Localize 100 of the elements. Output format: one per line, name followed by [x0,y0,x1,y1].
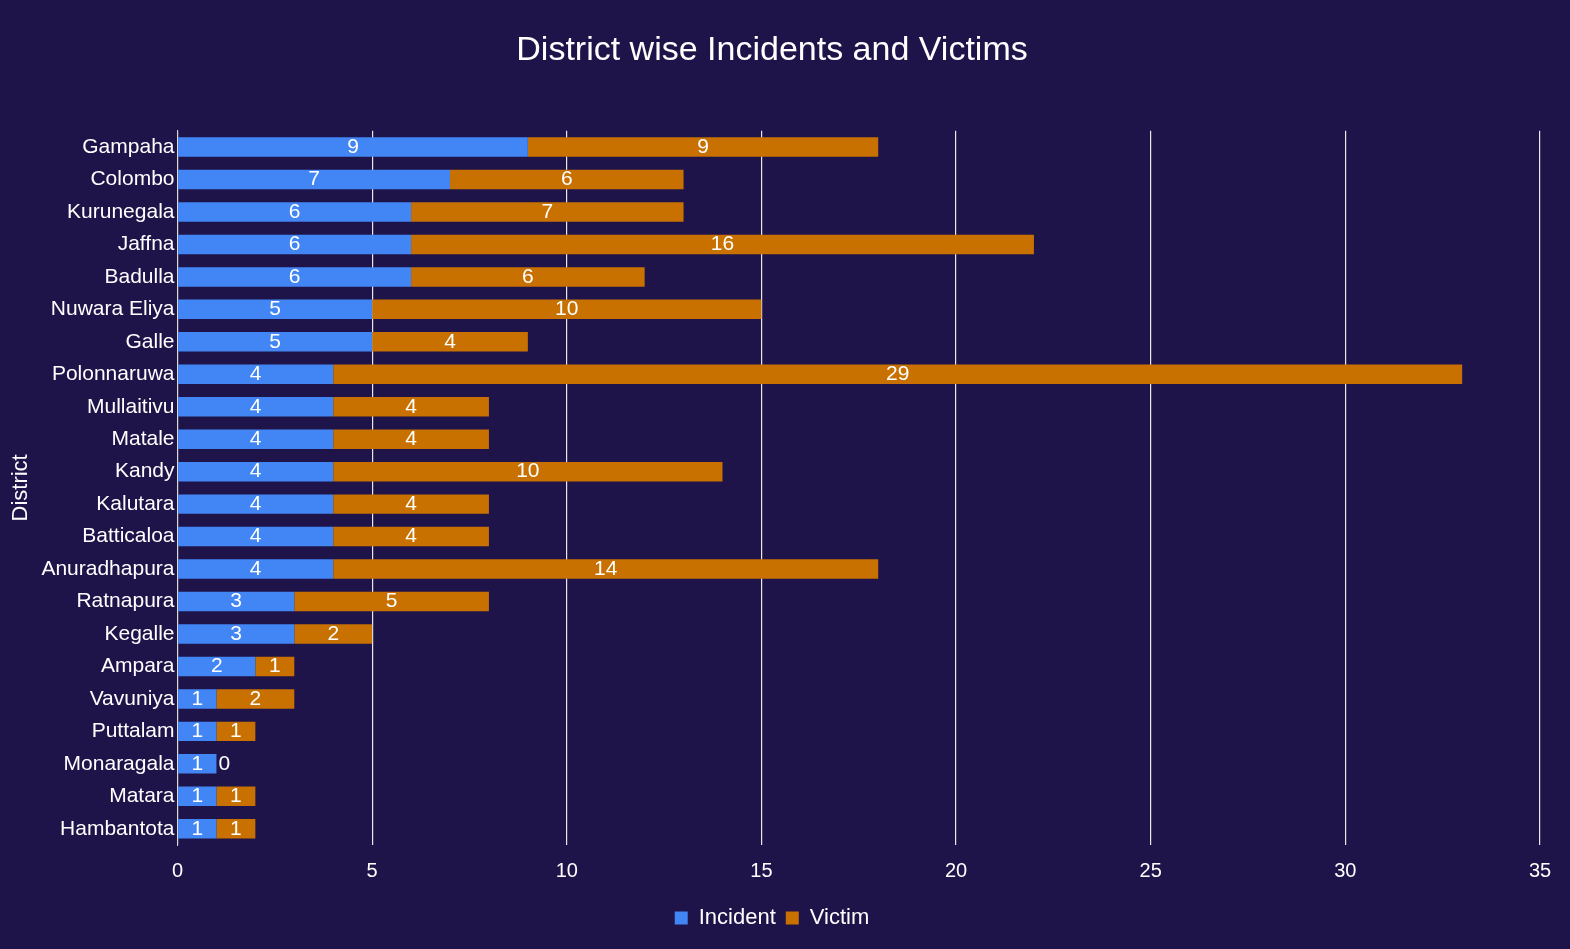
bar [450,169,684,190]
data-label: 10 [555,296,579,320]
bar [178,656,256,677]
y-tick-label: Kegalle [104,620,175,644]
bar [178,397,334,417]
legend-label: Victim [809,904,870,930]
y-tick-label: Badulla [104,263,175,287]
bar [178,332,373,352]
y-axis-title: District [7,454,33,522]
y-tick-label: Kalutara [96,490,175,514]
data-label: 5 [269,296,281,320]
data-label: 1 [191,750,204,774]
x-tick-label: 35 [1528,858,1552,881]
bar [178,364,334,385]
data-label: 14 [594,555,618,579]
x-tick-label: 5 [366,858,378,881]
data-label: 2 [327,620,340,644]
data-label: 1 [230,718,242,742]
chart-title: District wise Incidents and Victims [516,28,1028,67]
y-tick-label: Puttalam [91,718,175,742]
bar [333,494,489,514]
data-label: 1 [230,783,242,807]
x-tick-label: 20 [944,858,968,881]
y-tick-label: Gampaha [82,133,175,157]
y-tick-label: Kurunegala [67,198,175,222]
y-tick-label: Vavuniya [89,685,175,709]
y-tick-label: Matale [111,426,175,449]
data-label: 1 [191,718,204,742]
data-label: 3 [230,588,243,612]
bar [411,202,684,222]
y-tick-label: Kandy [114,458,175,482]
data-label: 4 [405,523,418,547]
bar [178,754,217,774]
data-label: 6 [560,166,573,190]
y-tick-label: Colombo [90,166,175,190]
legend-label: Incident [698,904,776,930]
y-tick-label: Jaffna [117,231,175,255]
data-label: 7 [308,166,320,190]
y-tick-label: Polonnaruwa [51,361,175,385]
bar [178,819,217,839]
data-label: 1 [191,815,204,839]
bar [178,169,451,190]
data-label: 10 [516,458,540,482]
bar [294,591,489,612]
bar [178,526,334,547]
x-tick-label: 15 [750,858,773,881]
y-tick-label: Nuwara Eliya [50,296,175,320]
x-tick-label: 0 [171,858,184,881]
data-label: 2 [210,653,223,677]
bar [178,461,334,482]
y-tick-label: Monaragala [63,750,175,774]
data-label: 6 [288,198,301,222]
bar [178,267,412,287]
data-label: 2 [249,685,262,709]
y-tick-label: Ratnapura [76,588,175,612]
data-label: 4 [249,361,262,385]
bar [178,689,217,709]
data-label: 4 [249,426,262,449]
bar [178,624,295,644]
bar [216,689,295,709]
y-tick-label: Ampara [100,653,175,677]
y-tick-label: Galle [125,328,175,352]
bar [333,397,489,417]
data-label: 4 [405,426,418,449]
y-tick-label: Matara [109,783,175,807]
data-label: 4 [249,393,262,417]
bar [178,494,334,514]
data-label: 4 [444,328,457,352]
bar [178,137,528,157]
data-label: 4 [249,523,262,547]
bar [333,559,879,579]
data-label: 3 [230,620,243,644]
bar [178,202,412,222]
data-label: 1 [191,685,204,709]
bar [178,234,412,255]
y-tick-label: Mullaitivu [86,393,175,417]
bar [178,591,295,612]
data-label: 6 [522,263,534,287]
data-label: 9 [697,133,709,157]
x-tick-label: 25 [1139,858,1162,881]
data-label: 1 [268,653,281,677]
y-tick-label: Hambantota [60,815,175,839]
data-label: 1 [230,815,242,839]
data-label: 5 [385,588,398,612]
bar [216,819,256,839]
bar [294,624,373,644]
y-tick-label: Batticaloa [82,523,175,547]
bar [411,234,1034,255]
data-label: 4 [405,490,418,514]
bar [178,559,334,579]
bar [178,429,334,449]
y-tick-label: Anuradhapura [41,555,175,579]
data-label: 16 [710,231,735,255]
data-label: 9 [347,133,359,157]
data-label: 4 [249,555,262,579]
data-label: 7 [541,198,554,222]
bar [333,461,723,482]
bar [372,299,762,320]
data-label: 5 [269,328,281,352]
data-label: 0 [218,750,231,774]
